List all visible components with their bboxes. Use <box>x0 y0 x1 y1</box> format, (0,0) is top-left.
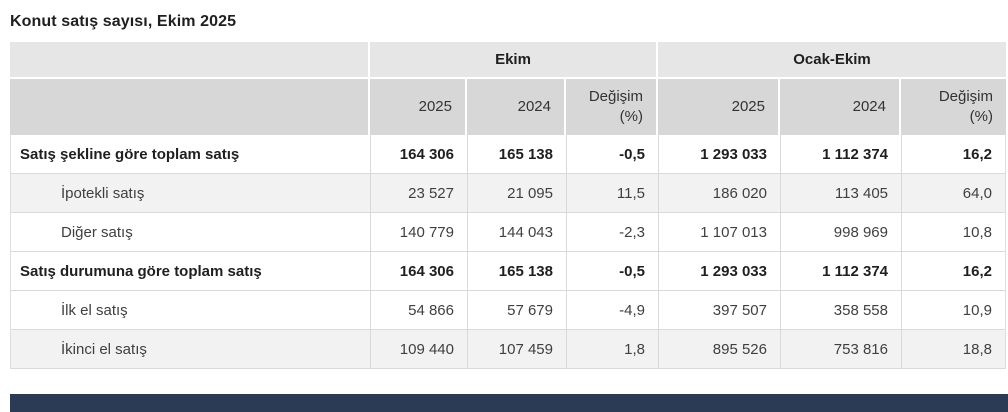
cell-ekim-2024: 107 459 <box>467 330 566 368</box>
cell-ekim-2025: 140 779 <box>370 213 467 251</box>
cell-ekim-2025: 54 866 <box>370 291 467 329</box>
cell-ekim-2024: 57 679 <box>467 291 566 329</box>
header-group-ocak-ekim: Ocak-Ekim <box>658 42 1006 77</box>
section-footer-bar <box>10 394 1008 412</box>
cell-ocak-ekim-2025: 1 293 033 <box>658 252 780 290</box>
header-ocak-ekim-2025: 2025 <box>658 79 780 135</box>
change-label-line2: (%) <box>969 108 993 125</box>
table-body: Satış şekline göre toplam satış 164 306 … <box>10 135 1006 369</box>
change-label-line2: (%) <box>619 108 643 125</box>
cell-ocak-ekim-2025: 186 020 <box>658 174 780 212</box>
cell-ocak-ekim-2024: 1 112 374 <box>780 252 901 290</box>
header-ocak-ekim-2024: 2024 <box>780 79 901 135</box>
table-row-total-by-sale-type: Satış şekline göre toplam satış 164 306 … <box>11 135 1005 174</box>
cell-ocak-ekim-2024: 998 969 <box>780 213 901 251</box>
housing-sales-table: Ekim Ocak-Ekim 2025 2024 Değişim (%) 202… <box>10 42 1006 369</box>
cell-ocak-ekim-change: 64,0 <box>901 174 1005 212</box>
cell-ocak-ekim-change: 16,2 <box>901 135 1005 173</box>
header-ocak-ekim-change: Değişim (%) <box>901 79 1006 135</box>
cell-ocak-ekim-2024: 113 405 <box>780 174 901 212</box>
header-empty-cell <box>10 42 370 77</box>
cell-ekim-2025: 164 306 <box>370 135 467 173</box>
row-label: İkinci el satış <box>61 340 147 358</box>
cell-ekim-change: -2,3 <box>566 213 658 251</box>
cell-ekim-2024: 21 095 <box>467 174 566 212</box>
cell-ocak-ekim-change: 10,8 <box>901 213 1005 251</box>
cell-ekim-change: 11,5 <box>566 174 658 212</box>
cell-ekim-2025: 109 440 <box>370 330 467 368</box>
cell-ekim-2024: 165 138 <box>467 135 566 173</box>
header-ekim-change: Değişim (%) <box>566 79 658 135</box>
change-label-line1: Değişim <box>938 88 993 105</box>
page-title: Konut satış sayısı, Ekim 2025 <box>10 13 237 30</box>
cell-ekim-2025: 164 306 <box>370 252 467 290</box>
cell-ekim-change: -0,5 <box>566 135 658 173</box>
table-header-subcolumns-row: 2025 2024 Değişim (%) 2025 2024 Değişim … <box>10 79 1006 135</box>
cell-ocak-ekim-2024: 1 112 374 <box>780 135 901 173</box>
cell-ocak-ekim-2025: 895 526 <box>658 330 780 368</box>
cell-ocak-ekim-change: 10,9 <box>901 291 1005 329</box>
row-label: Diğer satış <box>61 223 133 241</box>
header-group-ekim: Ekim <box>370 42 658 77</box>
cell-ocak-ekim-change: 16,2 <box>901 252 1005 290</box>
cell-ocak-ekim-2024: 358 558 <box>780 291 901 329</box>
row-label: İlk el satış <box>61 301 128 319</box>
table-row-mortgaged-sales: İpotekli satış 23 527 21 095 11,5 186 02… <box>11 174 1005 213</box>
cell-ocak-ekim-2024: 753 816 <box>780 330 901 368</box>
table-row-total-by-sale-status: Satış durumuna göre toplam satış 164 306… <box>11 252 1005 291</box>
table-row-first-hand-sales: İlk el satış 54 866 57 679 -4,9 397 507 … <box>11 291 1005 330</box>
cell-ocak-ekim-change: 18,8 <box>901 330 1005 368</box>
row-label: İpotekli satış <box>61 184 145 202</box>
table-header-groups-row: Ekim Ocak-Ekim <box>10 42 1006 77</box>
header-empty-cell <box>10 79 370 135</box>
cell-ocak-ekim-2025: 1 293 033 <box>658 135 780 173</box>
cell-ekim-change: -4,9 <box>566 291 658 329</box>
cell-ocak-ekim-2025: 1 107 013 <box>658 213 780 251</box>
table-row-other-sales: Diğer satış 140 779 144 043 -2,3 1 107 0… <box>11 213 1005 252</box>
row-label: Satış şekline göre toplam satış <box>20 145 240 163</box>
cell-ekim-2024: 165 138 <box>467 252 566 290</box>
table-row-second-hand-sales: İkinci el satış 109 440 107 459 1,8 895 … <box>11 330 1005 369</box>
change-label-line1: Değişim <box>588 88 643 105</box>
header-ekim-2025: 2025 <box>370 79 467 135</box>
cell-ekim-change: 1,8 <box>566 330 658 368</box>
cell-ocak-ekim-2025: 397 507 <box>658 291 780 329</box>
row-label: Satış durumuna göre toplam satış <box>20 262 262 280</box>
header-ekim-2024: 2024 <box>467 79 566 135</box>
cell-ekim-2024: 144 043 <box>467 213 566 251</box>
cell-ekim-2025: 23 527 <box>370 174 467 212</box>
cell-ekim-change: -0,5 <box>566 252 658 290</box>
